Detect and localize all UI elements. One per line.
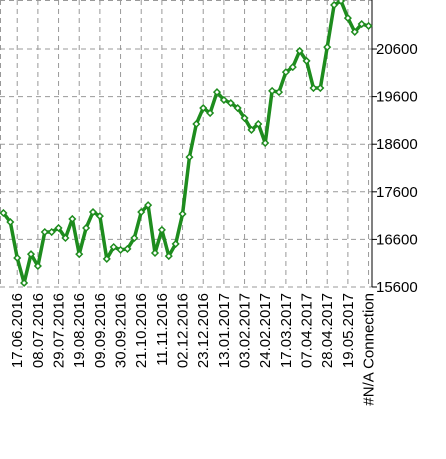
x-tick-label: 23.12.2016	[195, 293, 212, 368]
data-point	[295, 46, 304, 55]
data-point	[343, 14, 352, 23]
x-tick-label: 17.03.2017	[278, 293, 295, 368]
data-point	[13, 253, 22, 263]
data-point	[323, 43, 332, 52]
x-tick-label: 07.04.2017	[299, 293, 316, 368]
series-line	[2, 0, 370, 285]
data-point	[302, 56, 311, 65]
data-point	[150, 248, 160, 258]
data-point	[226, 98, 235, 108]
y-tick-label: 18600	[376, 136, 418, 153]
x-tick-label: 30.09.2016	[113, 293, 130, 368]
data-point	[157, 225, 166, 234]
data-point	[185, 153, 194, 162]
data-point	[6, 217, 15, 227]
data-point	[281, 68, 290, 77]
x-tick-label: 02.12.2016	[175, 293, 192, 368]
data-point	[261, 138, 270, 148]
data-point	[178, 209, 187, 219]
data-point	[95, 212, 104, 221]
y-tick-label: 19600	[376, 89, 418, 106]
data-point	[164, 252, 173, 261]
data-point	[109, 242, 118, 252]
data-point	[144, 201, 153, 210]
data-point	[20, 278, 29, 288]
x-tick-label: 29.07.2016	[51, 293, 68, 368]
data-point	[247, 125, 256, 134]
data-point	[88, 207, 98, 217]
data-point	[219, 95, 228, 105]
x-tick-label: 11.11.2016	[154, 293, 171, 366]
x-tick-label: 03.02.2017	[237, 293, 254, 368]
x-tick-label: 09.09.2016	[92, 293, 109, 368]
data-point	[336, 0, 346, 6]
x-tick-label: 28.04.2017	[319, 293, 336, 368]
data-point	[233, 103, 242, 113]
data-point	[192, 119, 201, 129]
data-point	[357, 19, 366, 29]
data-point	[61, 233, 70, 243]
x-tick-label: 19.05.2017	[340, 293, 357, 368]
data-point	[199, 103, 208, 113]
data-point	[268, 86, 277, 95]
y-tick-label: 15600	[376, 279, 418, 296]
data-point	[123, 244, 132, 253]
data-point	[330, 0, 339, 10]
data-point	[137, 207, 146, 217]
data-point	[212, 88, 222, 97]
data-point	[171, 239, 180, 248]
data-point	[40, 227, 49, 237]
data-point	[288, 63, 297, 72]
x-tick-label: 08.07.2016	[30, 293, 47, 368]
data-point	[240, 113, 249, 123]
data-point	[350, 27, 359, 36]
data-point	[116, 245, 125, 254]
data-point	[82, 223, 91, 233]
y-tick-label: 20600	[376, 41, 418, 58]
data-point	[309, 83, 318, 93]
data-point	[33, 261, 42, 271]
data-point	[206, 108, 215, 118]
data-point	[68, 214, 77, 223]
x-tick-label: 21.10.2016	[133, 293, 150, 368]
x-tick-label: #N/A Connection	[361, 293, 378, 406]
data-point	[274, 88, 284, 97]
x-tick-label: 17.06.2016	[9, 293, 26, 368]
x-tick-label: 19.08.2016	[71, 293, 88, 368]
data-point	[130, 233, 139, 243]
data-point	[54, 223, 63, 233]
data-point	[316, 83, 325, 93]
data-point	[47, 227, 56, 237]
y-tick-label: 17600	[376, 184, 418, 201]
data-point	[26, 250, 36, 259]
x-tick-label: 24.02.2017	[257, 293, 274, 368]
x-tick-label: 13.01.2017	[216, 293, 233, 368]
data-point	[0, 208, 8, 218]
data-point	[254, 119, 263, 129]
y-tick-label: 16600	[376, 231, 418, 248]
data-point	[75, 250, 84, 259]
data-point	[364, 21, 373, 31]
data-point	[102, 254, 111, 263]
